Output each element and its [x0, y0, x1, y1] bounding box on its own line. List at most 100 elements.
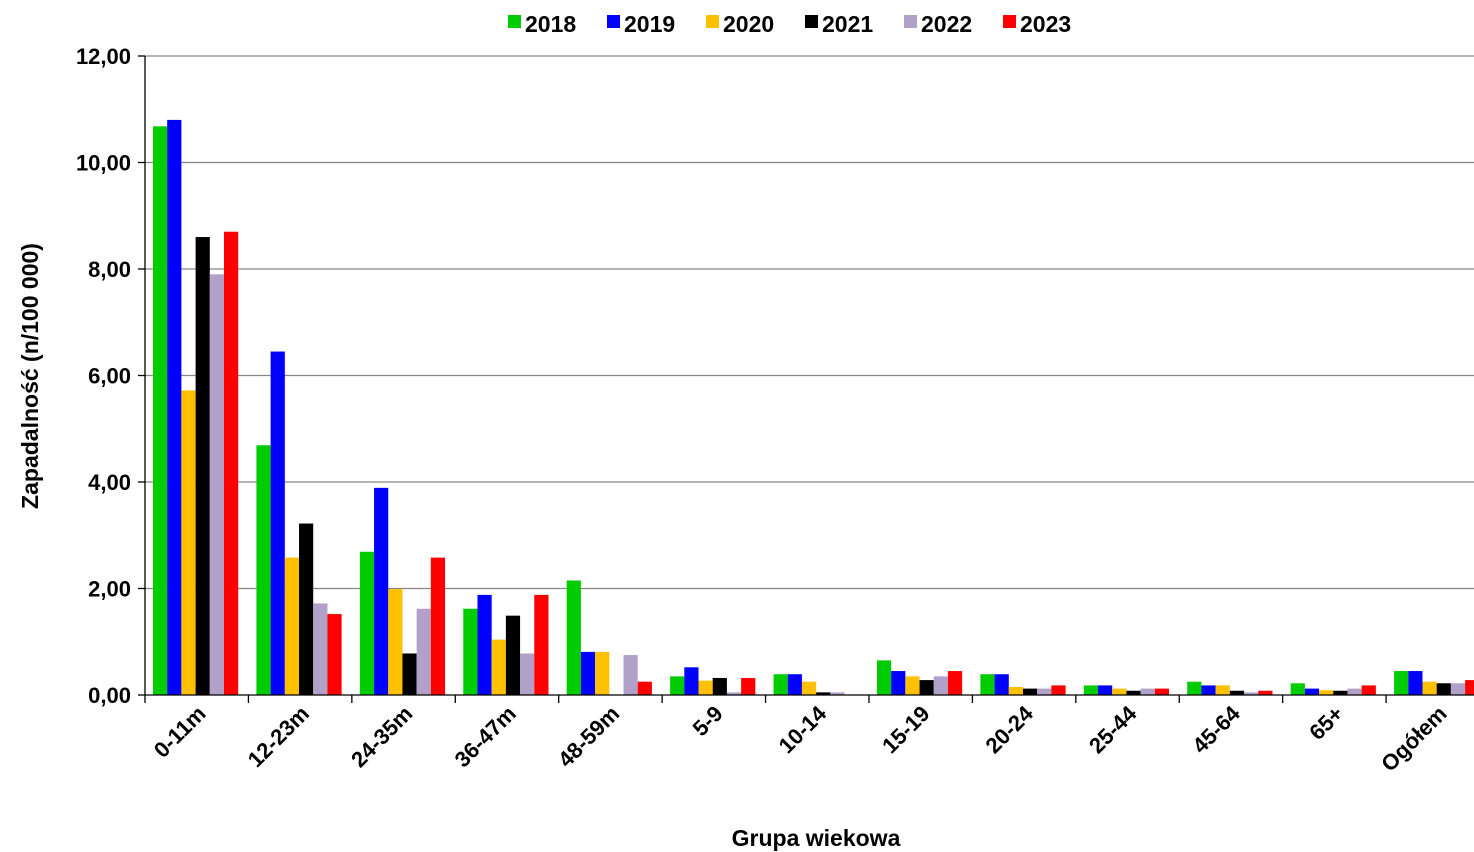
- bar-2018-24-35m: [359, 551, 375, 695]
- bar-2022-0-11m: [209, 274, 224, 695]
- bar-2018-20-24: [980, 674, 995, 695]
- bar-2021-10-14: [816, 692, 831, 695]
- bar-2021-20-24: [1022, 688, 1038, 695]
- bar-2020-10-14: [801, 681, 817, 695]
- bar-2021-24-35m: [402, 653, 417, 695]
- bar-2019-15-19: [891, 671, 906, 695]
- legend-label-2022: 2022: [921, 11, 972, 37]
- legend-label-2018: 2018: [525, 11, 576, 37]
- legend-swatch-2018: [508, 15, 521, 28]
- bar-2019-Ogółem: [1408, 671, 1423, 695]
- bar-2020-15-19: [905, 676, 920, 695]
- axes: [144, 56, 1474, 696]
- bar-2022-45-64: [1244, 692, 1259, 695]
- bar-2020-0-11m: [181, 390, 196, 695]
- bar-2023-Ogółem: [1465, 680, 1474, 695]
- x-tick-label: 24-35m: [346, 701, 417, 772]
- bar-2018-12-23m: [256, 445, 271, 695]
- x-tick-label: 48-59m: [553, 701, 624, 772]
- bar-2018-45-64: [1187, 681, 1202, 695]
- bar-2020-Ogółem: [1422, 681, 1437, 695]
- bar-2018-36-47m: [463, 608, 478, 695]
- bar-2018-0-11m: [153, 126, 168, 696]
- bar-2020-12-23m: [284, 557, 300, 695]
- legend-swatch-2020: [706, 15, 719, 28]
- x-tick-label: 45-64: [1187, 700, 1245, 758]
- x-tick-label: 20-24: [981, 700, 1039, 758]
- bar-2023-15-19: [947, 671, 963, 695]
- x-axis-ticks: 0-11m 12-23m 24-35m 36-47m 48-59m 5-9 10-14 15-…: [144, 695, 1452, 777]
- bar-2023-45-64: [1258, 690, 1273, 695]
- bar-2023-36-47m: [534, 594, 549, 695]
- bar-2022-25-44: [1140, 688, 1155, 695]
- bar-2019-48-59m: [580, 651, 596, 695]
- x-tick-label: 5-9: [688, 701, 728, 741]
- bar-2022-Ogółem: [1450, 683, 1466, 695]
- bar-2023-20-24: [1051, 685, 1066, 695]
- bar-2021-36-47m: [505, 615, 521, 695]
- bar-2023-48-59m: [637, 681, 652, 695]
- gridlines: [145, 55, 1474, 590]
- x-tick-label: 65+: [1304, 701, 1348, 745]
- bar-2019-24-35m: [374, 487, 389, 695]
- bar-2019-20-24: [994, 674, 1009, 695]
- bar-2023-24-35m: [430, 557, 446, 695]
- legend-swatch-2021: [805, 15, 818, 28]
- x-tick-label: 25-44: [1084, 700, 1142, 758]
- bar-2019-12-23m: [270, 351, 285, 695]
- legend-label-2021: 2021: [822, 11, 873, 37]
- bar-2018-5-9: [670, 676, 685, 695]
- bar-2022-10-14: [830, 692, 845, 695]
- y-tick-label: 8,00: [88, 257, 131, 282]
- x-tick-label: Ogółem: [1376, 701, 1452, 777]
- bar-2019-5-9: [684, 667, 699, 695]
- bar-2020-24-35m: [388, 589, 403, 695]
- bar-2021-12-23m: [299, 523, 314, 695]
- bar-2023-25-44: [1154, 688, 1170, 695]
- bar-2019-45-64: [1201, 685, 1216, 695]
- bar-2019-36-47m: [477, 594, 492, 695]
- x-axis-title: Grupa wiekowa: [732, 825, 901, 851]
- bar-2020-48-59m: [595, 651, 610, 695]
- bar-2018-48-59m: [566, 580, 581, 695]
- bars: [153, 119, 1474, 696]
- bar-2023-65+: [1361, 685, 1376, 695]
- bar-2021-0-11m: [195, 237, 210, 696]
- bar-2021-45-64: [1229, 690, 1245, 695]
- bar-2022-24-35m: [416, 608, 431, 695]
- bar-2022-20-24: [1037, 688, 1052, 695]
- y-tick-label: 2,00: [88, 577, 131, 602]
- bar-2018-10-14: [773, 674, 788, 695]
- bar-2020-5-9: [698, 680, 713, 695]
- y-tick-label: 0,00: [88, 683, 131, 708]
- bar-2022-12-23m: [313, 603, 328, 695]
- bar-2022-48-59m: [623, 655, 638, 695]
- x-tick-label: 12-23m: [243, 701, 314, 772]
- bar-2023-5-9: [741, 677, 756, 695]
- bar-2022-15-19: [933, 676, 948, 695]
- legend-swatch-2023: [1003, 15, 1016, 28]
- bar-2021-65+: [1333, 690, 1348, 695]
- legend-swatch-2019: [607, 15, 620, 28]
- bar-2020-25-44: [1112, 688, 1127, 695]
- bar-2022-65+: [1347, 688, 1362, 695]
- bar-2018-Ogółem: [1394, 671, 1409, 695]
- x-tick-label: 0-11m: [149, 701, 211, 763]
- bar-2018-25-44: [1083, 685, 1099, 695]
- legend-label-2020: 2020: [723, 11, 774, 37]
- bar-2019-10-14: [787, 674, 802, 695]
- bar-2020-36-47m: [491, 639, 506, 695]
- legend-label-2023: 2023: [1020, 11, 1071, 37]
- bar-2021-25-44: [1126, 690, 1141, 695]
- bar-2019-0-11m: [167, 119, 182, 695]
- bar-2021-15-19: [919, 680, 934, 695]
- legend-swatch-2022: [904, 15, 917, 28]
- bar-2018-65+: [1290, 683, 1305, 695]
- bar-2023-12-23m: [327, 614, 342, 695]
- bar-2020-45-64: [1215, 685, 1230, 695]
- bar-2022-36-47m: [520, 653, 535, 695]
- bar-2019-65+: [1304, 688, 1320, 695]
- y-tick-label: 4,00: [88, 470, 131, 495]
- x-tick-label: 15-19: [877, 701, 934, 758]
